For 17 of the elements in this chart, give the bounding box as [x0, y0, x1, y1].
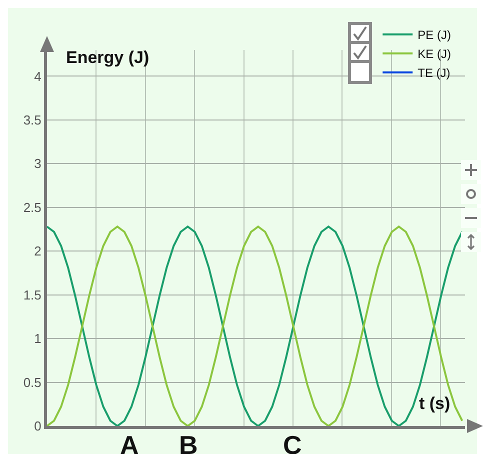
x-axis-title: t (s)	[419, 394, 450, 413]
y-tick-label: 2	[34, 244, 42, 259]
y-tick-label: 1	[34, 331, 42, 346]
y-tick-label: 0	[34, 418, 42, 434]
y-tick-label: 1.5	[23, 287, 42, 302]
y-tick-label: 3	[34, 156, 42, 172]
text: C	[283, 430, 302, 454]
y-tick-label: 0.5	[23, 374, 42, 390]
y-axis-title: Energy (J)	[66, 48, 150, 67]
text: B	[179, 430, 198, 454]
text: A	[120, 430, 139, 454]
legend-label: KE (J)	[418, 47, 451, 62]
legend-label: TE (J)	[418, 66, 450, 80]
y-tick-label: 2.5	[23, 200, 42, 215]
y-tick-label: 3.5	[23, 112, 42, 128]
y-tick-label: 4	[34, 68, 42, 84]
legend-label: PE (J)	[418, 28, 451, 42]
